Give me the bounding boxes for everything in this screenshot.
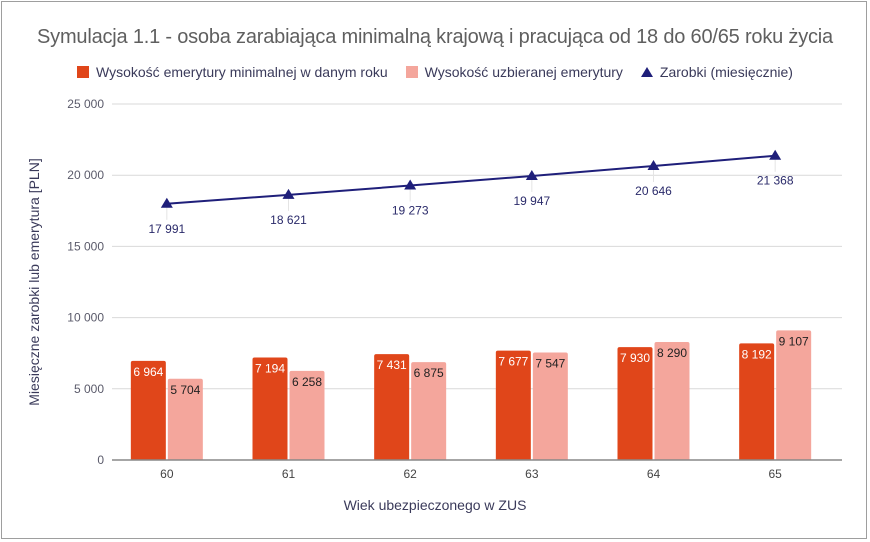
chart-legend: Wysokość emerytury minimalnej w danym ro… xyxy=(0,64,870,80)
x-tick-label: 60 xyxy=(160,467,174,481)
x-tick-label: 64 xyxy=(647,467,661,481)
x-tick-label: 61 xyxy=(282,467,296,481)
bar[interactable] xyxy=(252,357,288,460)
earnings-line[interactable] xyxy=(166,154,776,205)
legend-label: Wysokość emerytury minimalnej w danym ro… xyxy=(96,64,388,80)
y-tick-label: 15 000 xyxy=(67,239,104,253)
x-tick-label: 65 xyxy=(768,467,782,481)
legend-label: Zarobki (miesięcznie) xyxy=(659,64,793,80)
bar-data-label: 9 107 xyxy=(779,334,809,348)
triangle-marker-icon[interactable] xyxy=(525,169,538,180)
line-data-label: 17 991 xyxy=(148,222,185,236)
y-tick-label: 20 000 xyxy=(67,168,104,182)
bar-data-label: 6 875 xyxy=(414,366,444,380)
triangle-marker-icon[interactable] xyxy=(404,179,417,190)
x-tick-label: 62 xyxy=(403,467,417,481)
chart-title: Symulacja 1.1 - osoba zarabiająca minima… xyxy=(37,26,833,48)
legend-swatch-square-icon xyxy=(77,66,90,78)
legend-item-accumulated-pension[interactable]: Wysokość uzbieranej emerytury xyxy=(405,64,623,80)
triangle-marker-icon[interactable] xyxy=(282,188,295,199)
y-tick-label: 25 000 xyxy=(67,97,104,111)
bar-data-label: 7 547 xyxy=(535,357,565,371)
bar[interactable] xyxy=(289,370,325,460)
x-axis-title: Wiek ubezpieczonego w ZUS xyxy=(343,497,527,513)
legend-swatch-square-icon xyxy=(405,66,418,78)
bar[interactable] xyxy=(776,330,812,460)
bar-data-label: 6 258 xyxy=(292,375,322,389)
bar-data-label: 7 677 xyxy=(498,355,528,369)
bar-data-label: 8 290 xyxy=(657,346,687,360)
legend-label: Wysokość uzbieranej emerytury xyxy=(424,64,623,80)
line-data-label: 19 947 xyxy=(513,194,550,208)
bar[interactable] xyxy=(739,343,775,460)
bar[interactable] xyxy=(130,360,166,460)
bar-data-label: 6 964 xyxy=(133,365,163,379)
bar[interactable] xyxy=(617,347,653,460)
bar-data-label: 7 431 xyxy=(377,358,407,372)
bar-data-label: 8 192 xyxy=(742,347,772,361)
line-data-label: 21 368 xyxy=(757,174,794,188)
x-tick-label: 63 xyxy=(525,467,539,481)
triangle-marker-icon[interactable] xyxy=(647,160,660,171)
line-data-label: 18 621 xyxy=(270,213,307,227)
bar-data-label: 5 704 xyxy=(170,383,200,397)
line-data-label: 20 646 xyxy=(635,184,672,198)
legend-triangle-icon xyxy=(640,67,653,77)
y-tick-label: 0 xyxy=(97,453,104,467)
y-tick-label: 5 000 xyxy=(74,382,104,396)
bar[interactable] xyxy=(532,352,568,460)
bar-data-label: 7 930 xyxy=(620,351,650,365)
triangle-marker-icon[interactable] xyxy=(160,197,173,208)
legend-item-min-pension[interactable]: Wysokość emerytury minimalnej w danym ro… xyxy=(77,64,388,80)
bar-data-label: 7 194 xyxy=(255,362,285,376)
bar[interactable] xyxy=(167,378,203,460)
legend-item-earnings[interactable]: Zarobki (miesięcznie) xyxy=(640,64,793,80)
triangle-marker-icon[interactable] xyxy=(769,149,782,160)
bar[interactable] xyxy=(495,350,531,460)
bar[interactable] xyxy=(374,354,410,460)
y-tick-label: 10 000 xyxy=(67,311,104,325)
bar[interactable] xyxy=(654,341,690,460)
bar[interactable] xyxy=(411,362,447,460)
line-data-label: 19 273 xyxy=(392,204,429,218)
